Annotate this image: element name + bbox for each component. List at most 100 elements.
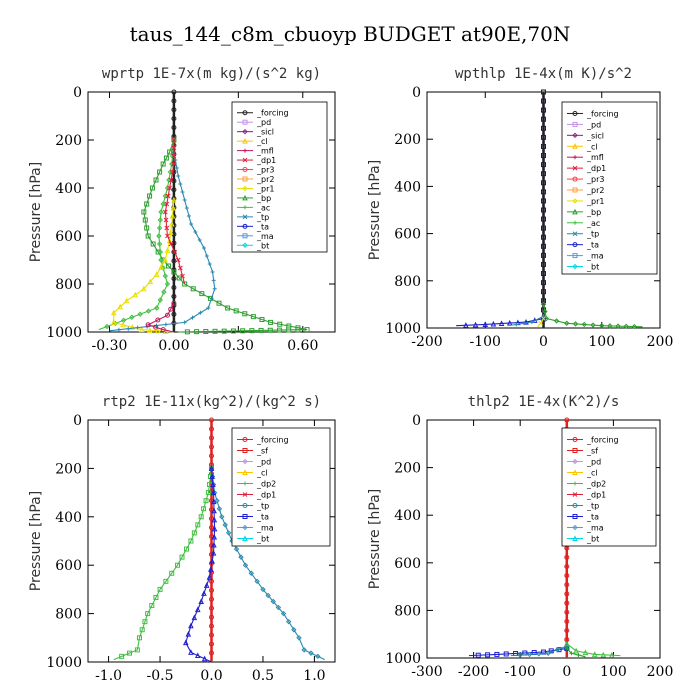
y-tick-label: 800 xyxy=(394,603,421,619)
y-tick-label: 800 xyxy=(55,607,82,623)
data-point xyxy=(538,320,543,326)
data-point xyxy=(185,631,192,637)
data-point xyxy=(230,328,236,334)
data-point xyxy=(141,209,147,215)
legend-marker xyxy=(572,132,578,139)
data-point xyxy=(139,627,145,633)
data-point xyxy=(541,180,546,186)
data-point xyxy=(315,653,321,660)
data-point xyxy=(141,285,147,292)
data-point xyxy=(522,321,527,326)
legend-marker xyxy=(242,167,248,173)
legend-label: _dp1 xyxy=(586,491,606,500)
legend-label: _ta xyxy=(586,513,599,522)
series-line xyxy=(542,304,643,328)
data-point xyxy=(248,570,255,576)
panel-4: thlp2 1E-4x(K^2)/s Pressure [hPa] -300 -200… xyxy=(367,394,673,680)
data-point xyxy=(171,300,177,306)
data-point xyxy=(182,320,187,325)
data-point xyxy=(190,286,196,292)
data-point xyxy=(541,143,546,149)
data-point xyxy=(197,238,202,242)
data-point xyxy=(541,89,546,95)
legend-marker xyxy=(572,503,578,508)
x-tick-label: 0.30 xyxy=(223,338,254,354)
data-point xyxy=(201,506,207,512)
data-point xyxy=(203,328,209,334)
data-point xyxy=(209,614,214,620)
data-point xyxy=(171,107,177,113)
data-point xyxy=(146,327,153,333)
data-point xyxy=(157,169,163,175)
legend-marker xyxy=(242,233,248,239)
legend-label: _bt xyxy=(586,263,599,272)
legend-marker xyxy=(573,155,577,160)
data-point xyxy=(138,326,145,333)
data-point xyxy=(209,453,214,459)
series-line xyxy=(113,468,213,661)
data-point xyxy=(296,635,302,641)
data-point xyxy=(176,174,181,178)
x-tick-label: 0.0 xyxy=(200,668,222,684)
data-point xyxy=(150,241,156,247)
data-point xyxy=(543,315,550,322)
data-point xyxy=(171,125,177,131)
x-tick-label: 0 xyxy=(539,334,548,350)
data-point xyxy=(163,578,169,584)
data-point xyxy=(564,591,570,597)
y-tick-label: 400 xyxy=(394,508,421,524)
data-point xyxy=(541,234,546,240)
data-point xyxy=(208,566,214,572)
data-point xyxy=(188,649,194,655)
data-point xyxy=(211,278,216,283)
data-point xyxy=(129,324,136,330)
data-point xyxy=(564,554,570,560)
data-point xyxy=(545,650,551,656)
legend-box xyxy=(231,427,331,547)
legend-label: _tp xyxy=(586,230,599,239)
data-point xyxy=(161,289,167,295)
data-point xyxy=(154,305,160,311)
series-line xyxy=(113,199,175,333)
x-tick-label: -0.5 xyxy=(147,668,174,684)
data-point xyxy=(541,153,546,159)
data-point xyxy=(188,622,194,629)
data-point xyxy=(211,507,217,514)
data-point xyxy=(145,611,151,617)
data-point xyxy=(149,603,155,609)
data-point xyxy=(169,570,175,576)
legend-label: _dp1 xyxy=(586,164,606,173)
data-point xyxy=(276,327,282,333)
panel-title: rtp2 1E-11x(kg^2)/(kg^2 s) xyxy=(102,394,321,410)
data-point xyxy=(210,489,217,496)
legend-marker xyxy=(573,481,577,486)
legend-marker xyxy=(572,143,578,149)
data-point xyxy=(569,651,574,656)
data-point xyxy=(162,193,169,199)
legend-marker xyxy=(242,157,248,163)
legend-marker xyxy=(572,492,578,497)
y-axis-label: Pressure [hPa] xyxy=(367,160,383,260)
plot-frame xyxy=(87,91,336,333)
legend-marker xyxy=(242,242,248,248)
legend-marker xyxy=(242,223,248,229)
data-point xyxy=(540,315,547,322)
data-point xyxy=(242,311,248,317)
data-point xyxy=(164,281,171,287)
data-point xyxy=(209,632,214,638)
data-point xyxy=(172,249,177,255)
data-point xyxy=(260,586,266,593)
legend-label: _ma xyxy=(586,252,604,261)
data-point xyxy=(541,314,546,319)
data-point xyxy=(541,125,546,131)
data-point xyxy=(171,89,177,95)
data-point xyxy=(165,193,171,199)
data-point xyxy=(168,306,174,312)
data-point xyxy=(173,321,178,326)
data-point xyxy=(119,653,125,659)
data-point xyxy=(184,206,189,210)
data-point xyxy=(542,308,548,315)
data-point xyxy=(211,516,218,523)
data-point xyxy=(145,322,151,328)
data-point xyxy=(541,198,546,204)
